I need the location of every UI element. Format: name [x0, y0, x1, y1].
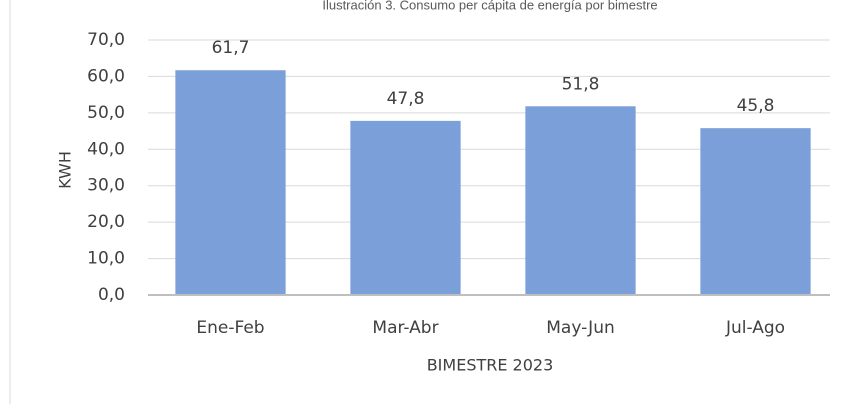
- y-tick-label: 60,0: [87, 66, 125, 86]
- bar: [700, 128, 811, 295]
- chart-title: Ilustración 3. Consumo per cápita de ene…: [322, 0, 657, 12]
- x-tick-label: May-Jun: [546, 318, 615, 338]
- y-tick-label: 10,0: [87, 249, 125, 269]
- data-label: 51,8: [562, 74, 600, 94]
- y-tick-label: 40,0: [87, 139, 125, 159]
- data-label: 61,7: [212, 38, 250, 58]
- x-tick-label: Mar-Abr: [372, 318, 438, 338]
- x-axis-title: BIMESTRE 2023: [427, 356, 554, 375]
- y-tick-label: 0,0: [98, 285, 125, 305]
- bar: [525, 106, 636, 295]
- y-tick-label: 30,0: [87, 176, 125, 196]
- y-tick-label: 50,0: [87, 103, 125, 123]
- data-label: 45,8: [737, 96, 775, 116]
- bar: [175, 70, 286, 295]
- y-tick-label: 20,0: [87, 212, 125, 232]
- data-label: 47,8: [387, 89, 425, 109]
- y-axis-title: KWH: [56, 151, 75, 189]
- y-tick-label: 70,0: [87, 30, 125, 50]
- bar: [350, 120, 461, 295]
- x-tick-label: Ene-Feb: [196, 318, 264, 338]
- x-tick-label: Jul-Ago: [725, 318, 785, 338]
